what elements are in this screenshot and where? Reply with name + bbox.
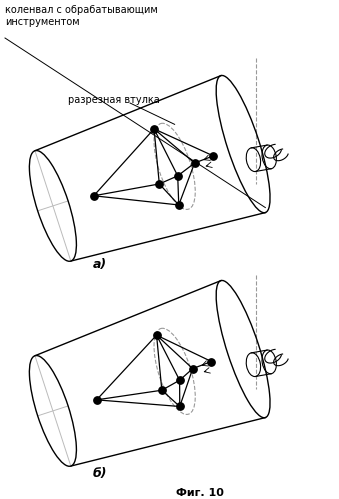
Point — [157, 180, 162, 188]
Point — [154, 331, 159, 339]
Point — [177, 403, 182, 411]
Point — [175, 172, 180, 180]
Text: Фиг. 10: Фиг. 10 — [176, 488, 224, 498]
Point — [94, 396, 99, 404]
Point — [190, 365, 195, 373]
Point — [176, 201, 181, 209]
Point — [192, 159, 197, 167]
Point — [211, 152, 216, 160]
Text: коленвал с обрабатывающим
инструментом: коленвал с обрабатывающим инструментом — [5, 5, 158, 26]
Point — [177, 376, 182, 384]
Point — [159, 386, 164, 394]
Point — [151, 125, 157, 133]
Point — [91, 192, 97, 200]
Text: а): а) — [93, 258, 107, 271]
Text: разрезная втулка: разрезная втулка — [68, 95, 160, 105]
Text: б): б) — [93, 467, 107, 480]
Point — [209, 357, 214, 365]
